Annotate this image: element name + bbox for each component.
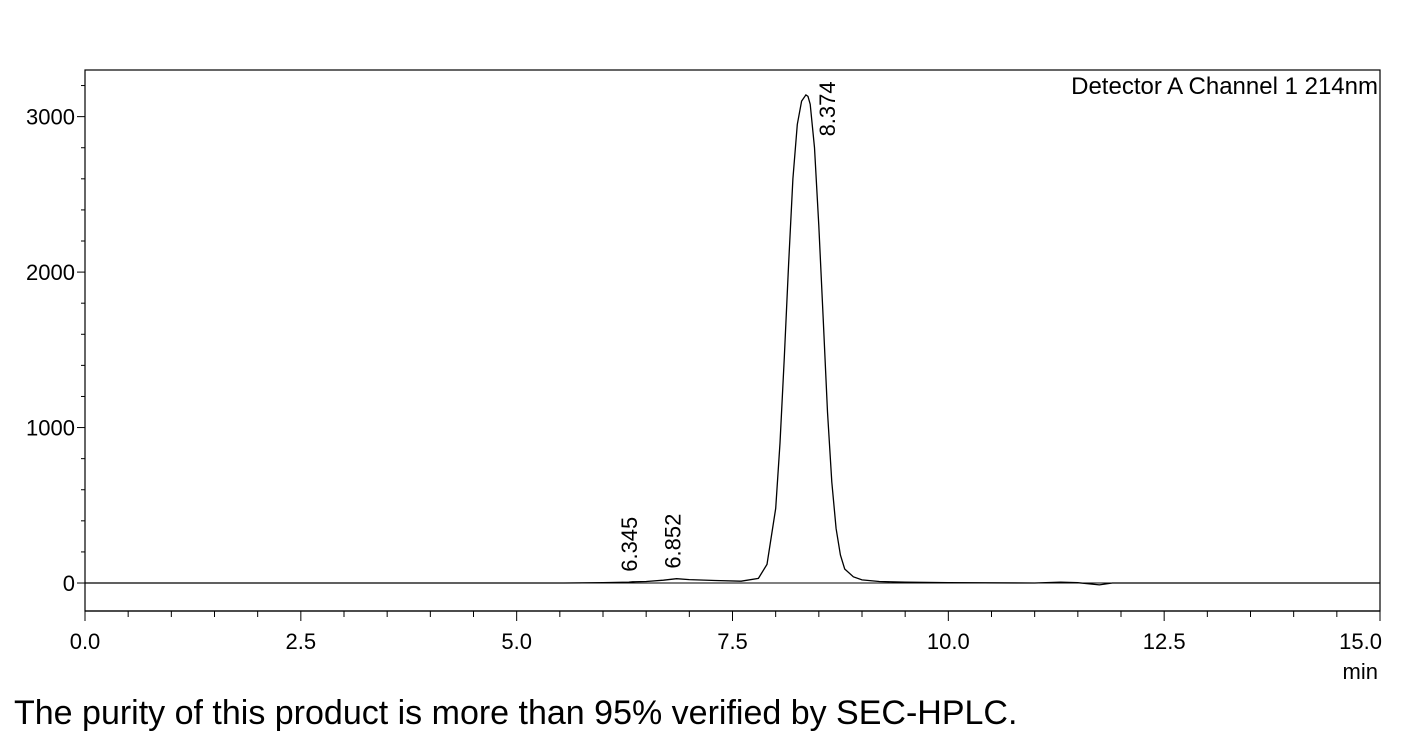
peak-labels: 6.345 6.852 8.374 [617, 81, 840, 571]
y-tick-label: 3000 [26, 105, 75, 130]
x-axis-ticks: 0.0 2.5 5.0 7.5 10.0 12.5 15.0 [70, 611, 1382, 654]
chromatogram-trace [85, 93, 1380, 586]
y-axis-ticks: 0 1000 2000 3000 [26, 85, 85, 596]
purity-caption: The purity of this product is more than … [14, 694, 1018, 732]
x-tick-label: 10.0 [927, 629, 970, 654]
x-tick-label: 2.5 [286, 629, 317, 654]
y-tick-label: 2000 [26, 260, 75, 285]
plot-frame [84, 69, 1381, 612]
detector-label: Detector A Channel 1 214nm [1071, 73, 1378, 100]
x-tick-label: 7.5 [717, 629, 748, 654]
peak-label: 6.345 [617, 517, 642, 572]
peak-label: 6.852 [661, 514, 686, 569]
peak-label: 8.374 [815, 81, 840, 136]
y-tick-label: 0 [63, 571, 75, 596]
x-tick-label: 12.5 [1143, 629, 1186, 654]
x-axis-unit-label: min [1343, 659, 1378, 684]
x-tick-label: 0.0 [70, 629, 101, 654]
x-tick-label: 15.0 [1339, 629, 1382, 654]
y-tick-label: 1000 [26, 416, 75, 441]
x-tick-label: 5.0 [501, 629, 532, 654]
